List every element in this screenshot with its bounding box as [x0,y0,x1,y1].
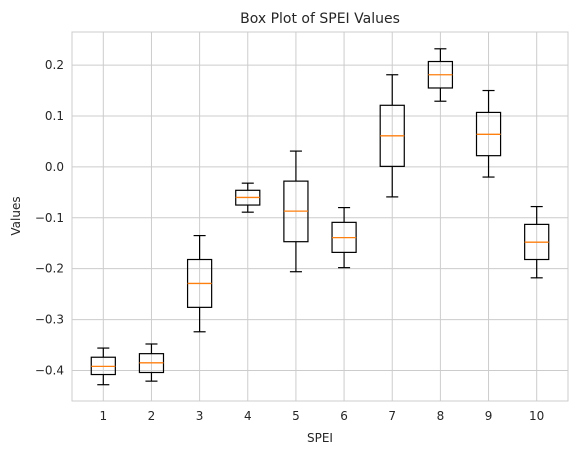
x-tick-label: 2 [148,409,156,423]
x-tick-label: 4 [244,409,252,423]
box-4 [235,182,261,213]
x-tick-labels: 1 2 3 4 5 6 7 8 9 10 [99,409,544,423]
box-10 [524,205,550,279]
box-9 [475,89,502,178]
box-1 [90,347,116,386]
box-8 [427,48,454,102]
x-tick-label: 10 [529,409,544,423]
x-tick-label: 9 [485,409,493,423]
y-tick-label: −0.2 [35,262,64,276]
box-2 [138,343,165,382]
y-tick-label: 0.2 [45,58,64,72]
boxes [90,48,550,386]
grid [72,32,568,401]
box-3 [186,234,213,333]
y-tick-label: 0.0 [45,160,64,174]
y-axis-label: Values [9,196,23,235]
x-tick-label: 3 [196,409,204,423]
x-axis-label: SPEI [307,431,333,445]
x-tick-label: 6 [340,409,348,423]
box-5 [283,150,309,273]
x-tick-label: 8 [437,409,445,423]
y-tick-labels: −0.4 −0.3 −0.2 −0.1 0.0 0.1 0.2 [35,58,64,377]
x-tick-label: 1 [99,409,107,423]
y-tick-label: −0.3 [35,313,64,327]
x-tick-label: 7 [388,409,396,423]
plot-frame [71,31,569,402]
y-tick-label: 0.1 [45,109,64,123]
y-tick-label: −0.1 [35,211,64,225]
box-6 [331,206,357,269]
box-7 [379,74,405,198]
y-tick-label: −0.4 [35,363,64,377]
chart-title: Box Plot of SPEI Values [240,11,400,27]
x-tick-label: 5 [292,409,300,423]
